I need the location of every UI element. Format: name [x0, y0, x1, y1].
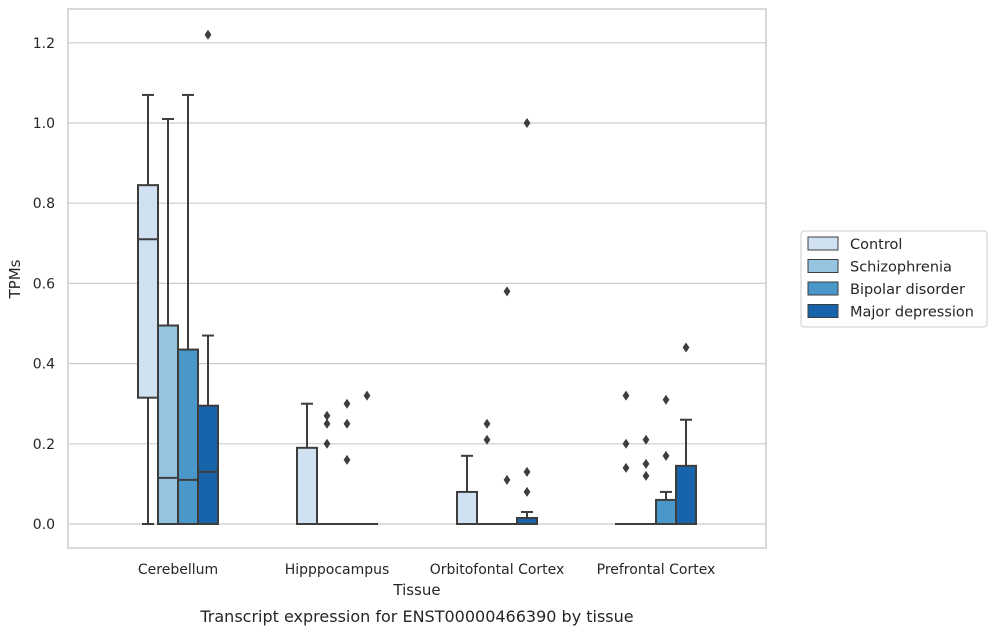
outlier-point	[622, 462, 630, 473]
outlier-point	[682, 342, 690, 353]
legend-label: Major depression	[850, 305, 974, 321]
y-tick-label: 0.4	[33, 357, 55, 373]
box-3-1	[635, 434, 657, 526]
box-2-3	[516, 118, 538, 525]
outlier-point	[204, 29, 212, 40]
box-body	[655, 498, 677, 526]
x-tick-label: Hipppocampus	[285, 562, 390, 578]
outlier-point	[642, 434, 650, 445]
box-0-2	[177, 93, 199, 525]
outlier-point	[483, 418, 491, 429]
box-1-1	[316, 410, 338, 526]
outlier-point	[642, 470, 650, 481]
outlier-point	[642, 458, 650, 469]
box-2-1	[476, 418, 498, 526]
box-2-0	[456, 454, 478, 526]
box-0-1	[157, 117, 179, 525]
box-1-0	[296, 402, 318, 525]
y-tick-label: 1.2	[33, 36, 55, 52]
box-1-2	[336, 398, 358, 526]
outlier-point	[523, 486, 531, 497]
outlier-point	[343, 454, 351, 465]
outlier-point	[523, 466, 531, 477]
outlier-point	[323, 418, 331, 429]
outlier-point	[483, 434, 491, 445]
box-body	[675, 464, 697, 526]
outlier-point	[622, 390, 630, 401]
box-body	[296, 446, 318, 525]
y-axis-ticks: 0.0 0.2 0.4 0.6 0.8 1.0 1.2	[33, 36, 55, 533]
legend-swatch	[807, 304, 839, 318]
outlier-point	[503, 286, 511, 297]
y-tick-label: 0.6	[33, 276, 55, 292]
legend-label: Control	[850, 237, 902, 253]
outlier-point	[323, 438, 331, 449]
box-2-2	[496, 286, 518, 526]
outlier-point	[523, 118, 531, 128]
box-body	[197, 404, 219, 525]
outlier-point	[662, 394, 670, 405]
outlier-point	[343, 398, 351, 409]
box-body	[157, 324, 179, 525]
plot-frame	[67, 8, 767, 549]
outlier-point	[622, 438, 630, 449]
legend-label: Schizophrenia	[850, 260, 952, 276]
box-body	[456, 490, 478, 526]
box-0-3	[197, 29, 219, 525]
outlier-point	[503, 474, 511, 485]
legend-frame	[800, 230, 988, 328]
y-tick-label: 0.0	[33, 517, 55, 533]
box-3-2	[655, 394, 677, 526]
y-tick-label: 0.8	[33, 196, 55, 212]
legend-swatch	[807, 259, 839, 273]
box-body	[177, 348, 199, 525]
legend-label: Bipolar disorder	[850, 282, 965, 298]
box-3-0	[615, 390, 637, 526]
box-body	[137, 184, 159, 399]
x-axis-ticks: Cerebellum Hipppocampus Orbitofontal Corte…	[138, 562, 715, 578]
x-tick-label: Prefrontal Cortex	[597, 562, 716, 578]
box-3-3	[675, 342, 697, 526]
y-tick-label: 1.0	[33, 116, 55, 132]
boxes	[137, 29, 697, 526]
box-0-0	[137, 93, 159, 525]
x-tick-label: Orbitofontal Cortex	[430, 562, 565, 578]
y-axis-label: TPMs	[6, 259, 24, 299]
legend-swatch	[807, 236, 839, 251]
legend-swatch	[807, 281, 839, 296]
outlier-point	[323, 410, 331, 421]
y-tick-label: 0.2	[33, 437, 55, 453]
x-axis-label: Tissue	[392, 581, 440, 599]
legend: Control Schizophrenia Bipolar disorder Majo…	[800, 230, 988, 328]
figure-caption: Transcript expression for ENST0000046639…	[199, 607, 633, 626]
outlier-point	[363, 390, 371, 401]
outlier-point	[343, 418, 351, 429]
x-tick-label: Cerebellum	[138, 562, 218, 578]
box-1-3	[356, 390, 378, 526]
outlier-point	[662, 450, 670, 461]
